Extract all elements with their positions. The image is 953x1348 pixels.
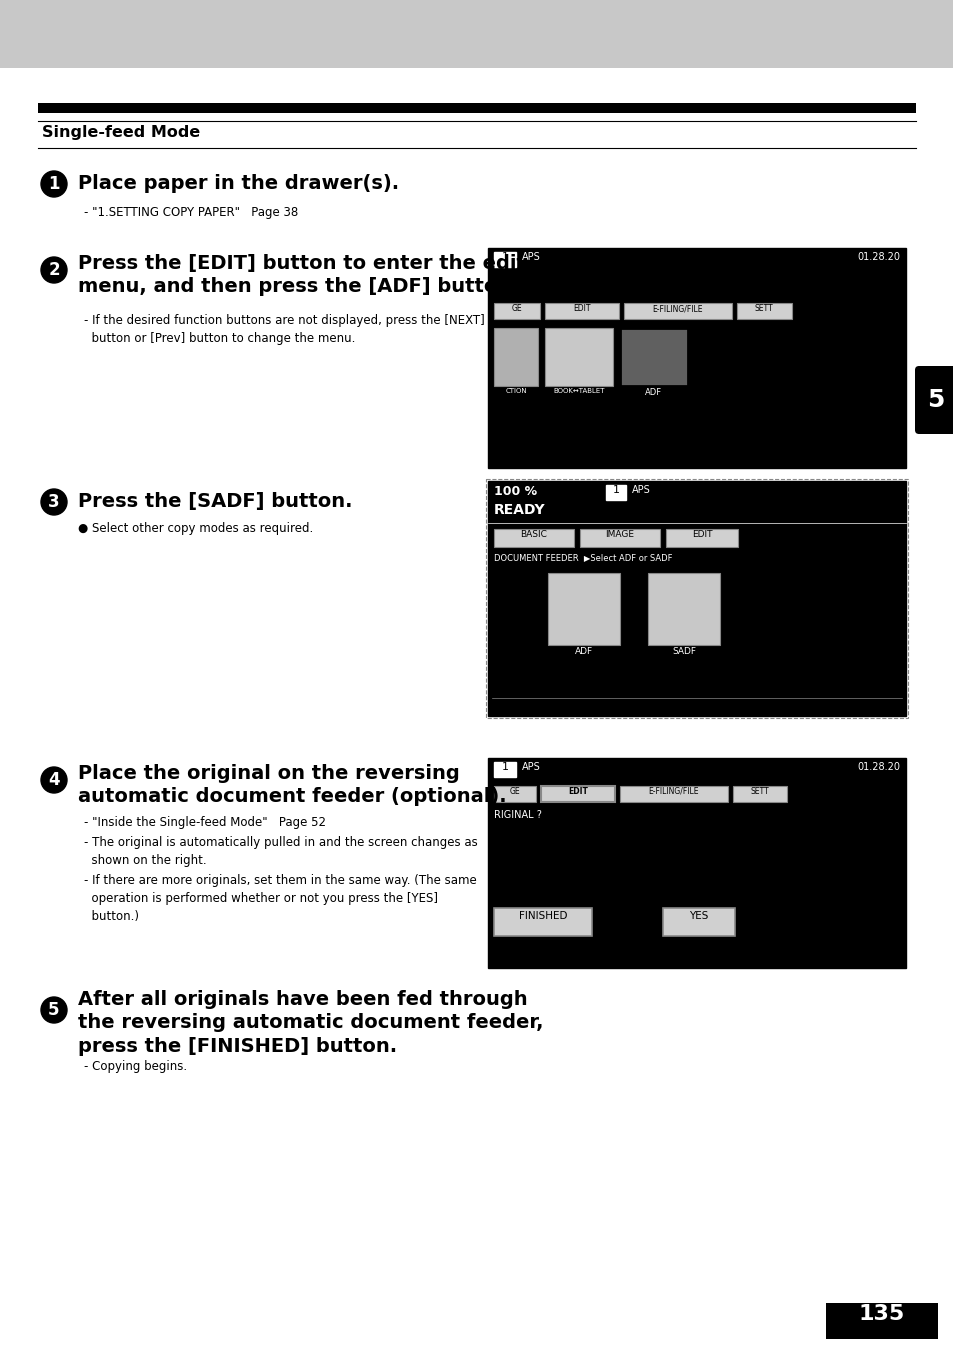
Text: 01.28.20: 01.28.20 [856,762,899,772]
Bar [619,786,727,802]
Bar [647,573,720,644]
Text: 135: 135 [858,1304,904,1324]
Bar [488,248,905,468]
Text: ADF: ADF [645,388,662,398]
Text: - Copying begins.: - Copying begins. [84,1060,187,1073]
Text: RIGINAL ?: RIGINAL ? [494,810,541,820]
Bar [665,528,738,547]
Text: EDIT: EDIT [573,305,590,313]
Text: GE: GE [509,787,519,797]
Circle shape [41,998,67,1023]
Text: 1: 1 [612,485,618,495]
Bar [732,786,786,802]
Text: Press the [SADF] button.: Press the [SADF] button. [78,492,352,511]
Text: 01.28.20: 01.28.20 [856,252,899,262]
Text: Press the [EDIT] button to enter the edit
menu, and then press the [ADF] button.: Press the [EDIT] button to enter the edi… [78,253,525,297]
Text: E-FILING/FILE: E-FILING/FILE [652,305,702,313]
Text: Place paper in the drawer(s).: Place paper in the drawer(s). [78,174,398,193]
Bar [494,786,536,802]
Bar [579,528,659,547]
Bar [825,1304,937,1339]
Bar [544,328,613,386]
Bar [547,573,619,644]
Text: 100 %: 100 % [494,485,537,497]
Circle shape [41,171,67,197]
Text: APS: APS [631,485,650,495]
Text: Place the original on the reversing
automatic document feeder (optional).: Place the original on the reversing auto… [78,764,506,806]
Bar [38,102,915,113]
Bar [488,758,905,968]
Bar [605,485,625,500]
Text: CTION: CTION [505,388,526,394]
Text: 5: 5 [926,388,943,412]
Text: 4: 4 [49,771,60,789]
Bar [544,303,618,319]
Text: YES: YES [689,911,708,921]
Text: - "Inside the Single-feed Mode"   Page 52: - "Inside the Single-feed Mode" Page 52 [84,816,326,829]
Text: 1: 1 [501,252,508,262]
Bar [494,328,537,386]
Text: BOOK↔TABLET: BOOK↔TABLET [553,388,604,394]
Text: - "1.SETTING COPY PAPER"   Page 38: - "1.SETTING COPY PAPER" Page 38 [84,206,298,218]
Text: SETT: SETT [750,787,768,797]
Bar [494,528,574,547]
Bar [488,481,905,716]
Text: - The original is automatically pulled in and the screen changes as
  shown on t: - The original is automatically pulled i… [84,836,477,867]
Bar [494,303,539,319]
Text: ● Select other copy modes as required.: ● Select other copy modes as required. [78,522,313,535]
Text: Single-feed Mode: Single-feed Mode [42,125,200,140]
Text: IMAGE: IMAGE [605,530,634,539]
Text: 3: 3 [49,493,60,511]
Bar [540,786,615,802]
Text: 1: 1 [49,175,60,193]
Text: 2: 2 [49,262,60,279]
Bar [485,479,907,718]
Bar [494,762,516,776]
Bar [619,328,687,386]
Text: - If there are more originals, set them in the same way. (The same
  operation i: - If there are more originals, set them … [84,874,476,923]
Bar [623,303,731,319]
Bar [0,0,953,67]
Text: 1: 1 [501,762,508,772]
Text: ADF: ADF [575,647,593,656]
Text: - If the desired function buttons are not displayed, press the [NEXT]
  button o: - If the desired function buttons are no… [84,314,484,345]
Circle shape [41,257,67,283]
Text: SETT: SETT [754,305,773,313]
Text: EDIT: EDIT [691,530,712,539]
Bar [494,909,592,936]
Bar [737,303,791,319]
Text: EDIT: EDIT [567,787,587,797]
Bar [494,252,516,267]
Circle shape [41,489,67,515]
Circle shape [41,767,67,793]
Text: SADF: SADF [671,647,696,656]
Bar [662,909,734,936]
Text: GE: GE [511,305,521,313]
Text: APS: APS [521,252,540,262]
Text: After all originals have been fed through
the reversing automatic document feede: After all originals have been fed throug… [78,989,543,1055]
Text: BASIC: BASIC [520,530,547,539]
Text: FINISHED: FINISHED [518,911,567,921]
Text: DOCUMENT FEEDER  ▶Select ADF or SADF: DOCUMENT FEEDER ▶Select ADF or SADF [494,553,672,562]
Text: READY: READY [494,503,545,518]
Text: 5: 5 [49,1002,60,1019]
Text: E-FILING/FILE: E-FILING/FILE [648,787,699,797]
Text: APS: APS [521,762,540,772]
FancyBboxPatch shape [914,367,953,434]
